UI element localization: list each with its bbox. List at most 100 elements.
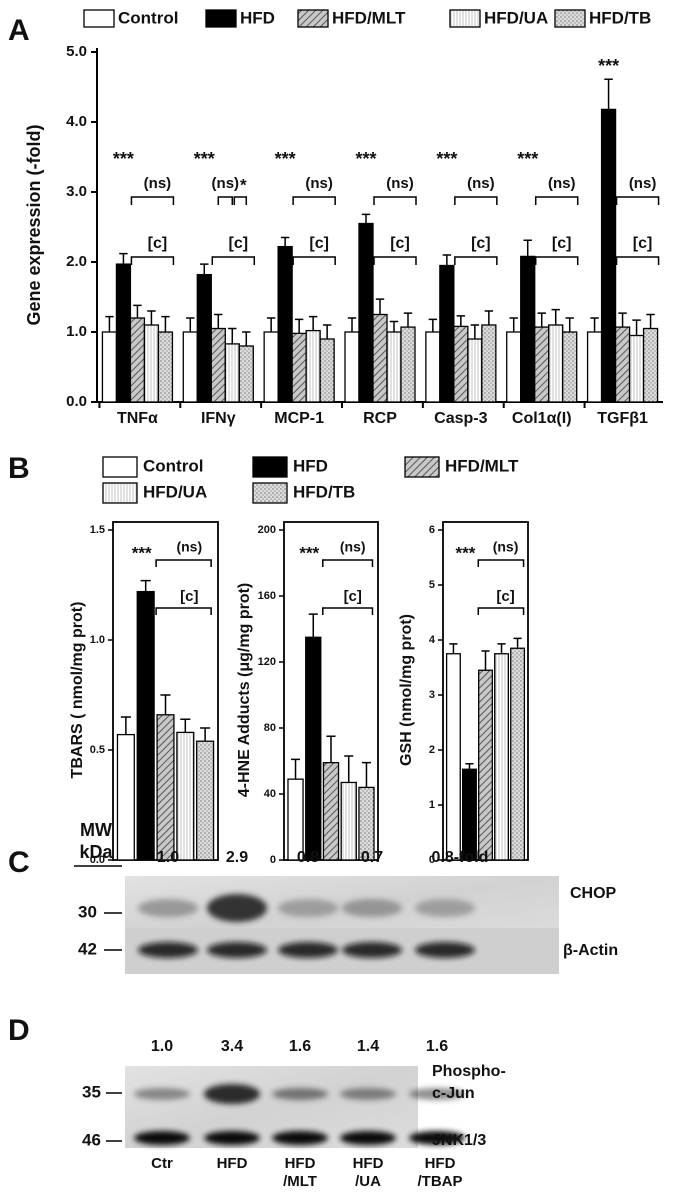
y-tick-label: 5: [429, 579, 435, 591]
y-tick-label: 1: [429, 799, 435, 811]
error-bar: [403, 312, 413, 328]
error-bar: [242, 331, 251, 346]
fold-label: 1.0: [151, 1038, 173, 1055]
blot-band: [272, 1088, 328, 1100]
error-bar: [140, 579, 151, 592]
error-bar: [442, 254, 452, 266]
legend-label: HFD/UA: [484, 8, 548, 27]
bar: [372, 313, 388, 403]
significance: [c]: [471, 235, 491, 252]
error-bar: [160, 694, 171, 715]
significance: ***: [299, 543, 319, 562]
bracket: [615, 196, 660, 205]
bar: [628, 334, 645, 403]
bar: [116, 733, 135, 861]
legend-label: HFD/MLT: [445, 456, 519, 475]
mw-marker: 35: [82, 1082, 101, 1101]
significance: (ns): [386, 175, 414, 192]
protein-label: β-Actin: [563, 942, 618, 959]
lane-label: Ctr: [151, 1155, 173, 1172]
error-bar: [484, 310, 494, 325]
bar: [534, 326, 550, 403]
bracket: [373, 196, 417, 205]
error-bar: [326, 735, 336, 763]
blot-band: [134, 1131, 190, 1145]
bar: [263, 331, 279, 403]
y-axis-label: GSH (nmol/mg prot): [398, 614, 415, 766]
bar: [287, 778, 304, 861]
bar: [305, 329, 321, 403]
error-bar: [523, 239, 532, 257]
blot-band: [415, 899, 475, 917]
error-bar: [294, 318, 304, 334]
blot-band: [138, 899, 198, 917]
y-tick-label: 2: [429, 744, 435, 756]
legend-swatch: [205, 9, 237, 28]
error-bar: [509, 317, 518, 332]
panel-letter: B: [8, 452, 30, 485]
lane-label: HFD: [353, 1155, 384, 1172]
error-bar: [375, 298, 385, 315]
bar: [510, 647, 526, 861]
error-bar: [537, 312, 546, 328]
bar: [129, 317, 146, 403]
fold-label: 1.6: [426, 1038, 448, 1055]
y-tick-label: 4: [429, 634, 436, 646]
bar: [445, 653, 461, 861]
bar: [478, 669, 493, 861]
significance: ***: [113, 149, 134, 169]
bar: [586, 331, 603, 403]
significance: [c]: [390, 235, 410, 252]
bar: [157, 331, 174, 403]
x-tick-label: TGFβ1: [597, 410, 648, 427]
bracket: [322, 559, 374, 567]
significance: [c]: [309, 235, 329, 252]
significance: *: [240, 175, 247, 194]
legend-label: HFD: [240, 8, 275, 27]
legend-swatch: [449, 9, 481, 28]
y-tick-label: 1.0: [66, 323, 87, 340]
y-tick-label: 4.0: [66, 113, 87, 130]
significance: (ns): [305, 175, 333, 192]
y-tick-label: 120: [258, 656, 276, 668]
legend-swatch: [297, 9, 329, 28]
significance: ***: [436, 149, 457, 169]
error-bar: [147, 310, 156, 325]
error-bar: [481, 650, 490, 671]
mw-marker: 30: [78, 902, 97, 921]
bar: [305, 636, 322, 861]
bracket: [130, 196, 175, 205]
lane-label: /TBAP: [418, 1173, 463, 1190]
lane-label: HFD: [285, 1155, 316, 1172]
bar: [277, 245, 293, 403]
x-tick-label: Col1α(I): [512, 410, 572, 427]
legend-swatch: [252, 456, 288, 478]
significance: [c]: [552, 235, 572, 252]
y-tick-label: 0.5: [90, 744, 105, 756]
fold-label: 1.6: [289, 1038, 311, 1055]
blot-band: [278, 942, 338, 958]
blot-band: [204, 1131, 260, 1145]
bar: [238, 345, 254, 403]
bar: [562, 331, 578, 403]
error-bar: [133, 304, 142, 318]
significance: (ns): [176, 539, 202, 555]
bar: [386, 331, 402, 403]
bar: [548, 324, 564, 403]
blot-band: [342, 899, 402, 917]
error-bar: [344, 755, 354, 783]
fold-label: 0.8-fold: [432, 849, 489, 866]
bracket: [292, 196, 336, 205]
blot-band: [272, 1131, 328, 1145]
y-tick-label: 40: [264, 788, 276, 800]
legend-swatch: [102, 456, 138, 478]
fold-label: 2.9: [226, 849, 248, 866]
bar: [642, 327, 659, 403]
error-bar: [497, 643, 506, 654]
significance: [c]: [633, 235, 653, 252]
legend-label: HFD/TB: [293, 482, 355, 501]
y-tick-label: 1.5: [90, 524, 105, 536]
bracket: [477, 607, 525, 615]
protein-label: Phospho-: [432, 1063, 506, 1080]
legend-swatch: [252, 482, 288, 504]
